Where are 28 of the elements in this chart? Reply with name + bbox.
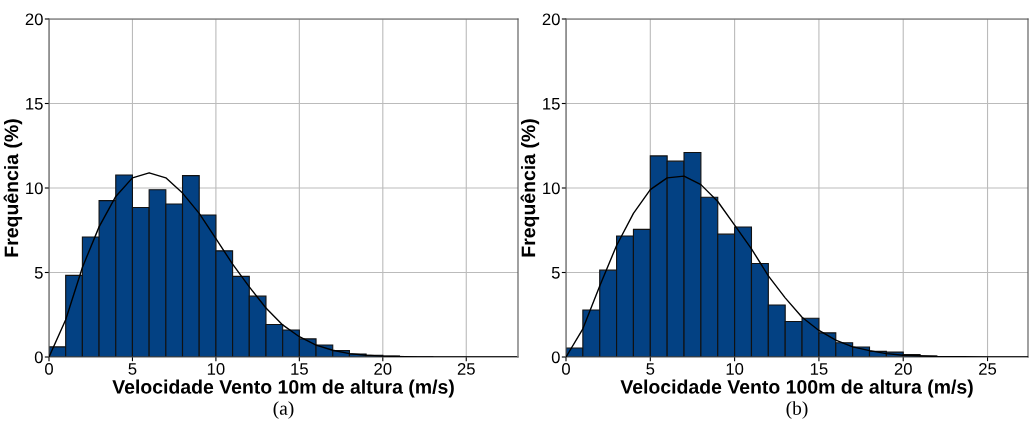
y-tick-label: 0 bbox=[551, 351, 560, 364]
y-axis-title: Frequência (%) bbox=[3, 119, 23, 257]
x-tick-label: 0 bbox=[45, 363, 53, 375]
x-tick-label: 20 bbox=[374, 363, 392, 375]
y-tick-label: 15 bbox=[543, 98, 560, 110]
x-tick-label: 15 bbox=[291, 363, 308, 375]
x-tick-label: 25 bbox=[979, 363, 997, 375]
y-tick-label: 15 bbox=[26, 98, 43, 110]
y-tick-label: 10 bbox=[26, 182, 43, 195]
x-tick-label: 5 bbox=[646, 363, 655, 375]
x-tick-label: 10 bbox=[207, 363, 225, 375]
x-tick-label: 15 bbox=[810, 363, 828, 375]
x-axis-title: Velocidade Vento 100m de altura (m/s) bbox=[620, 379, 973, 398]
x-tick-label: 5 bbox=[128, 363, 137, 375]
y-tick-label: 20 bbox=[25, 13, 43, 26]
x-tick-label: 10 bbox=[726, 363, 744, 375]
x-tick-label: 20 bbox=[894, 363, 912, 375]
y-tick-label: 0 bbox=[34, 351, 43, 364]
y-axis-title: Frequência (%) bbox=[520, 119, 540, 257]
text: (a) bbox=[273, 401, 294, 419]
x-tick-label: 0 bbox=[562, 363, 570, 375]
y-tick-label: 20 bbox=[542, 13, 560, 26]
x-axis-title: Velocidade Vento 10m de altura (m/s) bbox=[112, 379, 454, 398]
y-tick-label: 5 bbox=[34, 267, 43, 279]
text: (b) bbox=[786, 401, 808, 419]
x-tick-label: 25 bbox=[457, 363, 475, 375]
y-tick-label: 10 bbox=[543, 182, 560, 195]
y-tick-label: 5 bbox=[551, 267, 560, 279]
